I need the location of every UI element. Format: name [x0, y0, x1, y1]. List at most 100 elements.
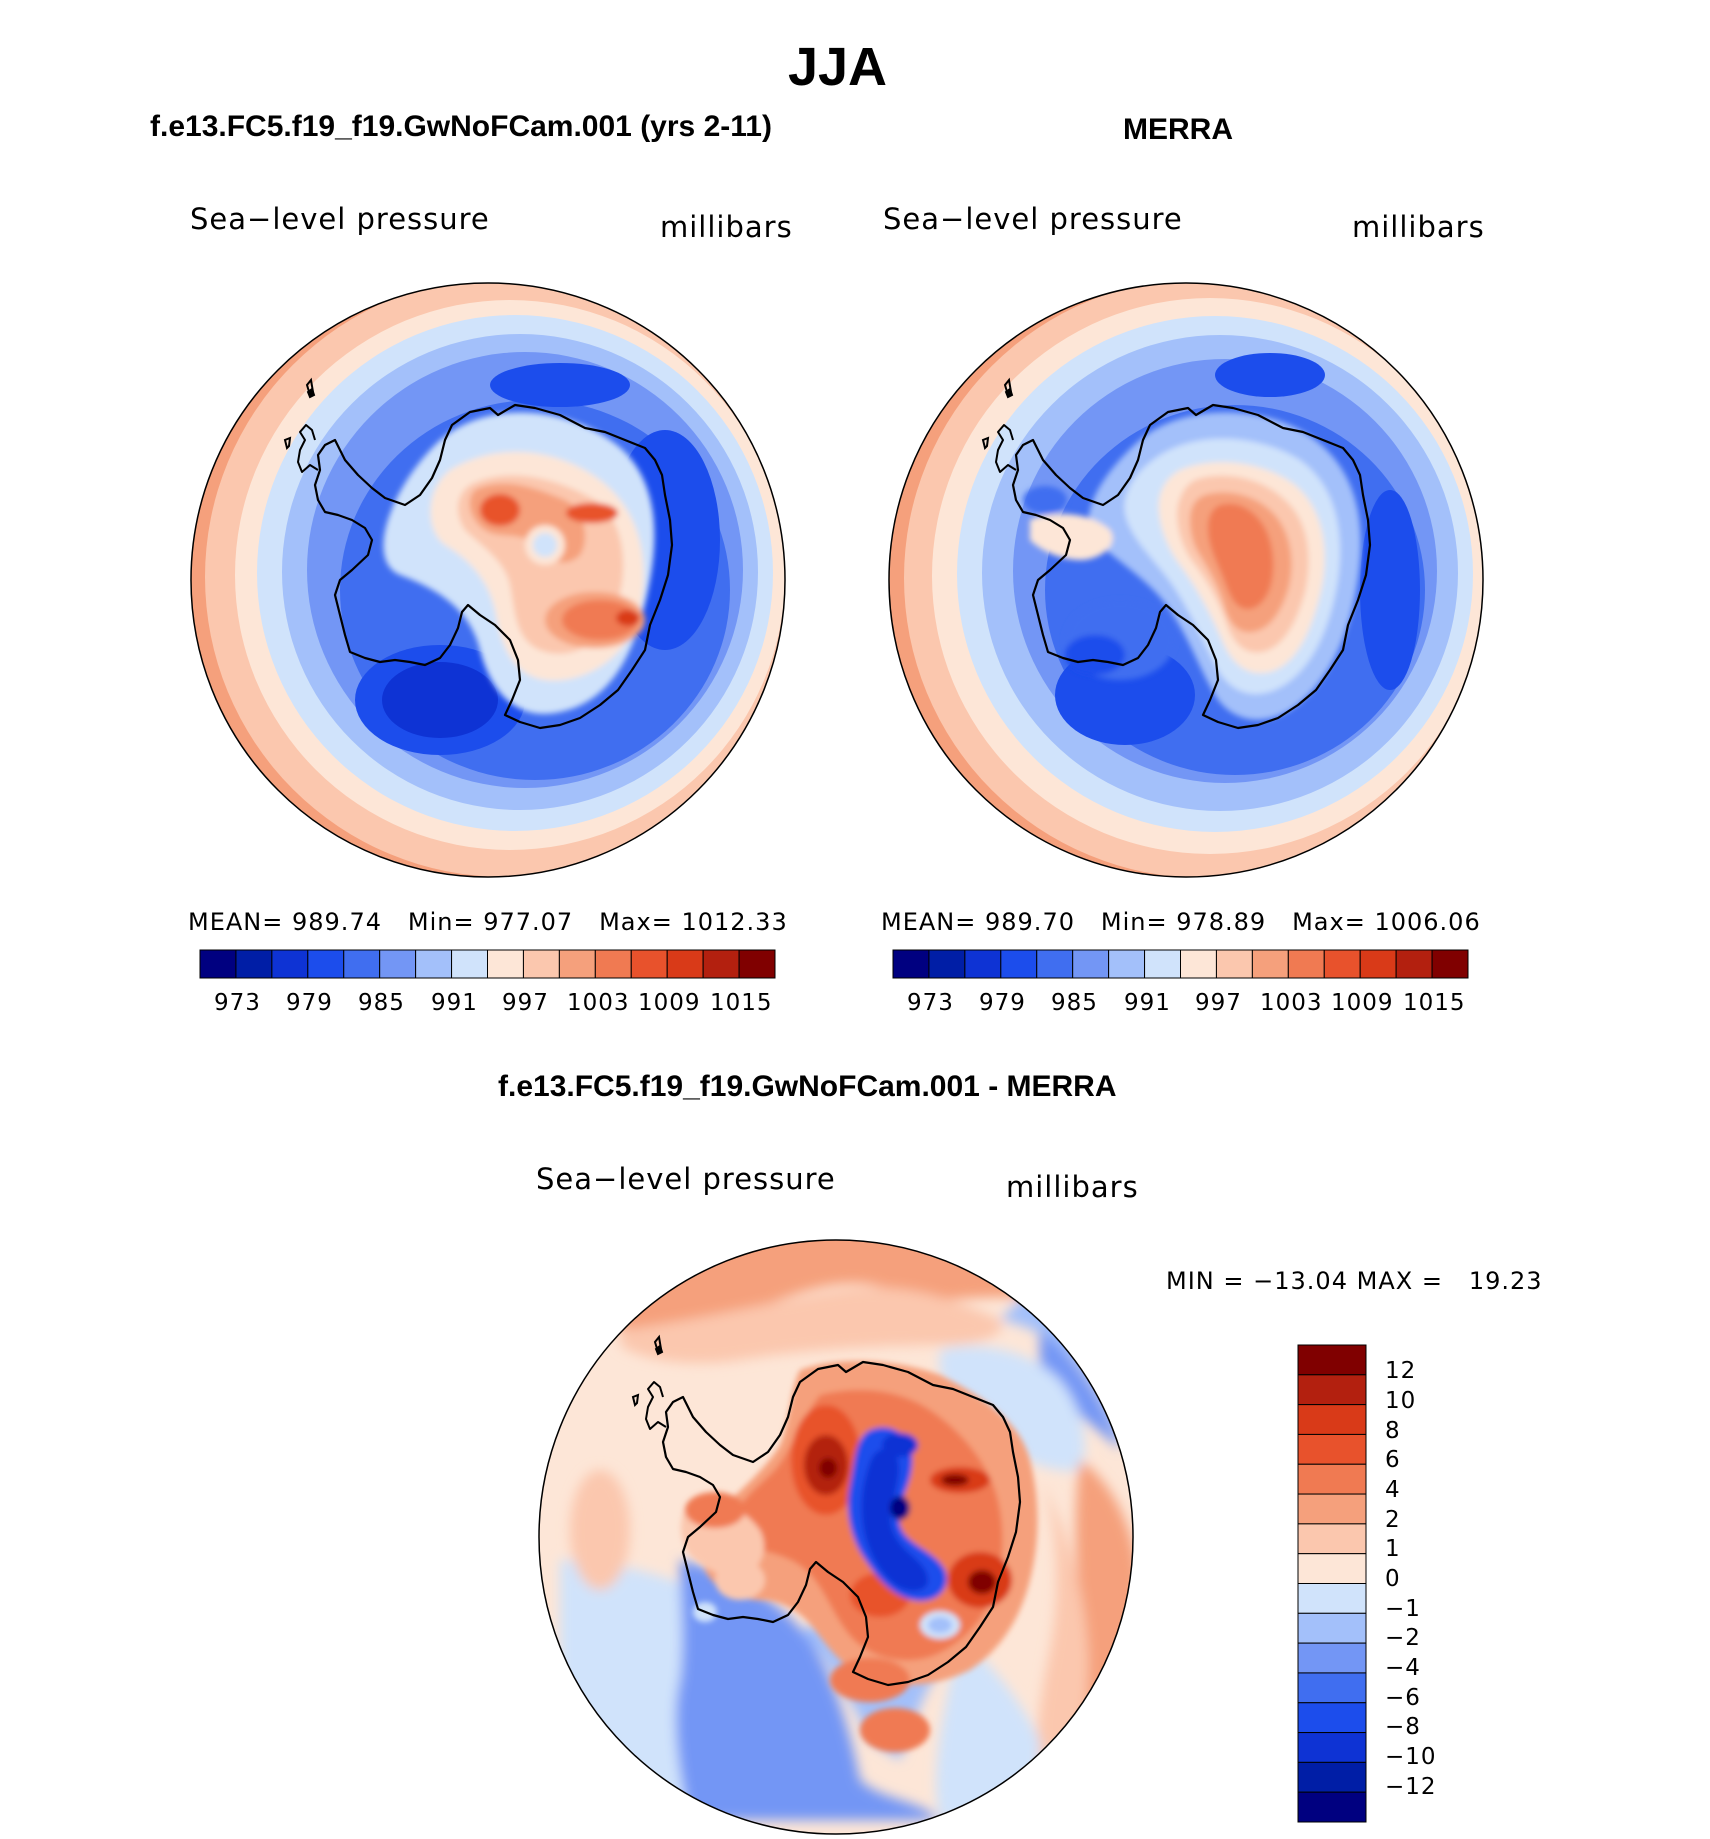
colorbar-swatch [1180, 949, 1217, 979]
obs-cbar-tick: 979 [979, 990, 1026, 1016]
colorbar-swatch [1297, 1612, 1367, 1644]
colorbar-swatch [199, 949, 237, 979]
model-island [306, 387, 316, 399]
obs-units-label: millibars [1352, 210, 1485, 244]
colorbar-swatch [1287, 949, 1325, 979]
diff-panel-title: f.e13.FC5.f19_f19.GwNoFCam.001 - MERRA [498, 1070, 1117, 1103]
colorbar-swatch [558, 949, 596, 979]
obs-antarctica-coastline [1011, 403, 1372, 730]
obs-cbar-tick: 991 [1124, 990, 1171, 1016]
diff-colorbar [1297, 1344, 1367, 1823]
diff-cbar-tick: 8 [1385, 1418, 1401, 1444]
colorbar-swatch [1297, 1642, 1367, 1674]
diff-cbar-tick: 2 [1385, 1507, 1401, 1533]
diff-peninsula-coastline [645, 1381, 667, 1430]
colorbar-swatch [702, 949, 740, 979]
obs-variable-label: Sea−level pressure [883, 202, 1183, 236]
model-max-label: Max= [599, 908, 673, 936]
diff-cbar-tick: 0 [1385, 1566, 1401, 1592]
diff-cbar-tick: −4 [1385, 1655, 1421, 1681]
obs-cbar-tick: 1009 [1331, 990, 1394, 1016]
diff-cbar-tick: −2 [1385, 1625, 1421, 1651]
colorbar-swatch [594, 949, 632, 979]
obs-cbar-tick: 1003 [1260, 990, 1323, 1016]
obs-peninsula-coastline [995, 424, 1017, 473]
diff-antarctica-coastline [661, 1360, 1022, 1687]
colorbar-swatch [343, 949, 381, 979]
diff-cbar-tick: 10 [1385, 1388, 1417, 1414]
obs-island [981, 436, 990, 450]
obs-cbar-tick: 1015 [1403, 990, 1466, 1016]
colorbar-swatch [1036, 949, 1074, 979]
obs-island [1004, 387, 1014, 399]
obs-mean-label: MEAN= [881, 908, 977, 936]
colorbar-swatch [1215, 949, 1253, 979]
diff-min-eq: = [1223, 1267, 1245, 1295]
model-peninsula-coastline [297, 424, 319, 473]
colorbar-swatch [738, 949, 776, 979]
model-max-value: 1012.33 [681, 908, 788, 936]
model-island [283, 436, 292, 450]
figure-title: JJA [787, 37, 888, 97]
colorbar-swatch [892, 949, 930, 979]
colorbar-swatch [964, 949, 1002, 979]
obs-cbar-tick: 985 [1051, 990, 1098, 1016]
colorbar-swatch [522, 949, 560, 979]
model-cbar-tick: 1015 [710, 990, 773, 1016]
colorbar-swatch [1297, 1702, 1367, 1734]
colorbar-swatch [271, 949, 309, 979]
colorbar-swatch [1297, 1553, 1367, 1584]
model-panel-title: f.e13.FC5.f19_f19.GwNoFCam.001 (yrs 2-11… [150, 110, 772, 143]
colorbar-swatch [1297, 1732, 1367, 1763]
diff-cbar-tick: 6 [1385, 1447, 1401, 1473]
model-stats: MEAN= 989.74 Min= 977.07 Max= 1012.33 [188, 908, 788, 936]
obs-cbar-tick: 997 [1195, 990, 1242, 1016]
colorbar-swatch [1297, 1463, 1367, 1495]
obs-slp-map [888, 282, 1484, 878]
diff-stats: MIN = −13.04 MAX = 19.23 [1166, 1267, 1543, 1295]
colorbar-swatch [1297, 1583, 1367, 1614]
colorbar-swatch [1359, 949, 1397, 979]
obs-max-value: 1006.06 [1374, 908, 1481, 936]
colorbar-swatch [1297, 1672, 1367, 1704]
obs-stats: MEAN= 989.70 Min= 978.89 Max= 1006.06 [881, 908, 1481, 936]
colorbar-swatch [928, 949, 966, 979]
colorbar-swatch [1297, 1493, 1367, 1525]
colorbar-swatch [379, 949, 417, 979]
diff-cbar-tick: −12 [1385, 1774, 1437, 1800]
obs-cbar-tick: 973 [907, 990, 954, 1016]
colorbar-swatch [1108, 949, 1146, 979]
colorbar-swatch [1000, 949, 1038, 979]
model-cbar-tick: 979 [286, 990, 333, 1016]
model-cbar-tick: 973 [214, 990, 261, 1016]
colorbar-swatch [307, 949, 345, 979]
diff-min-label: MIN [1166, 1267, 1215, 1295]
diff-variable-label: Sea−level pressure [536, 1162, 836, 1196]
model-min-label: Min= [407, 908, 475, 936]
colorbar-swatch [1072, 949, 1110, 979]
model-cbar-tick: 985 [358, 990, 405, 1016]
model-mean-value: 989.74 [292, 908, 382, 936]
diff-cbar-tick: 1 [1385, 1536, 1401, 1562]
colorbar-swatch [1297, 1523, 1367, 1555]
model-units-label: millibars [660, 210, 793, 244]
diff-max-label: MAX [1356, 1267, 1414, 1295]
colorbar-swatch [1297, 1344, 1367, 1376]
colorbar-swatch [235, 949, 273, 979]
diff-cbar-tick: −6 [1385, 1685, 1421, 1711]
model-cbar-tick: 1003 [567, 990, 630, 1016]
diff-cbar-tick: 12 [1385, 1358, 1417, 1384]
diff-cbar-tick: −10 [1385, 1744, 1437, 1770]
diff-cbar-tick: 4 [1385, 1477, 1401, 1503]
diff-cbar-tick: −8 [1385, 1714, 1421, 1740]
diff-cbar-tick: −1 [1385, 1596, 1421, 1622]
diff-slp-map [538, 1239, 1134, 1835]
model-mean-label: MEAN= [188, 908, 284, 936]
diff-min-value: −13.04 [1253, 1267, 1348, 1295]
model-cbar-tick: 997 [502, 990, 549, 1016]
obs-mean-value: 989.70 [985, 908, 1075, 936]
diff-units-label: millibars [1006, 1170, 1139, 1204]
colorbar-swatch [666, 949, 704, 979]
colorbar-swatch [487, 949, 524, 979]
